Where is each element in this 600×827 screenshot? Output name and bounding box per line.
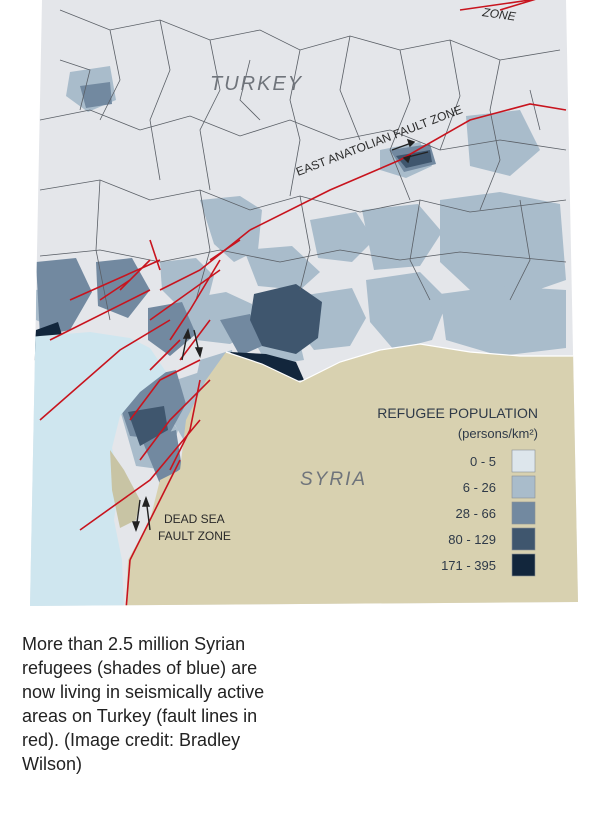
legend-range-label: 6 - 26 [463, 480, 496, 495]
coast-shadow [110, 450, 140, 528]
label-north-fault-zone: ZONE [481, 5, 518, 24]
legend-unit: (persons/km²) [458, 426, 538, 441]
legend-swatch [511, 501, 536, 525]
fault-movement-arrows [131, 138, 429, 532]
legend-range-label: 80 - 129 [448, 532, 496, 547]
label-dead-sea-line1: DEAD SEA [164, 512, 225, 526]
label-syria: SYRIA [300, 469, 367, 490]
fault-lines [39, 0, 567, 606]
legend-swatch [511, 475, 536, 499]
legend-swatch [511, 527, 536, 551]
mediterranean-sea [30, 332, 166, 606]
province-borders [39, 9, 567, 321]
label-dead-sea-line2: FAULT ZONE [158, 529, 231, 543]
map-svg: TURKEY SYRIA ZONE EAST ANATOLIAN FAULT Z… [30, 0, 578, 606]
image-caption: More than 2.5 million Syrian refugees (s… [22, 634, 265, 774]
legend-rows: 0 - 5 6 - 26 28 - 66 80 - 129 171 - 395 [441, 449, 536, 577]
legend-range-label: 28 - 66 [456, 506, 496, 521]
legend-range-label: 0 - 5 [470, 454, 496, 469]
label-turkey: TURKEY [210, 73, 303, 95]
refugee-map: TURKEY SYRIA ZONE EAST ANATOLIAN FAULT Z… [30, 0, 578, 606]
turkey-syria-border [225, 343, 578, 383]
legend-range-label: 171 - 395 [441, 558, 496, 573]
syria-land [126, 344, 578, 606]
legend-swatch [511, 553, 536, 577]
legend-swatch [511, 449, 536, 473]
density-80-129-regions [128, 150, 432, 446]
legend-title: REFUGEE POPULATION [377, 405, 538, 421]
map-legend: REFUGEE POPULATION (persons/km²) 0 - 5 6 … [377, 405, 538, 577]
